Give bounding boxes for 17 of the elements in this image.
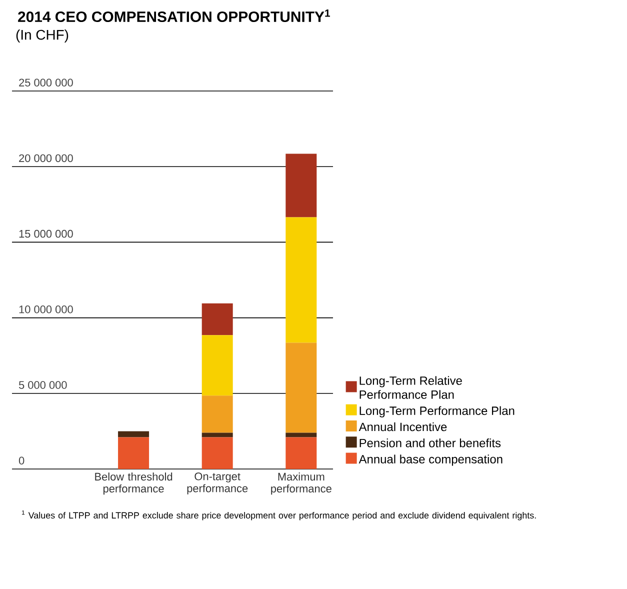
y-tick-label: 0 [18, 456, 24, 464]
legend-label: Pension and other benefits [360, 438, 501, 448]
y-tick-label: 25 000 000 [19, 78, 73, 86]
chart-title: 2014 CEO COMPENSATION OPPORTUNITY$^{1}$ [18, 10, 330, 22]
legend-label: Long-Term Performance Plan [360, 406, 514, 418]
x-tick-label: Below threshold performance [95, 472, 172, 495]
x-tick-label: On-target performance [187, 472, 248, 494]
chart-subtitle: (In CHF) [16, 30, 68, 43]
y-tick-label: 5 000 000 [18, 381, 67, 389]
text: $^{1}$ Values of LTPP and LTRPP exclude share price development over performance period and exclude dividend equivalent rights. [22, 510, 536, 520]
legend-label: Long-Term Relative Performance Plan [360, 376, 462, 399]
legend-label: Annual base compensation [358, 454, 502, 466]
y-tick-label: 10 000 000 [19, 306, 73, 314]
legend-label: Annual Incentive [358, 422, 447, 432]
y-tick-label: 20 000 000 [19, 154, 73, 162]
x-tick-label: Maximum performance [271, 472, 332, 495]
y-tick-label: 15 000 000 [19, 230, 73, 238]
